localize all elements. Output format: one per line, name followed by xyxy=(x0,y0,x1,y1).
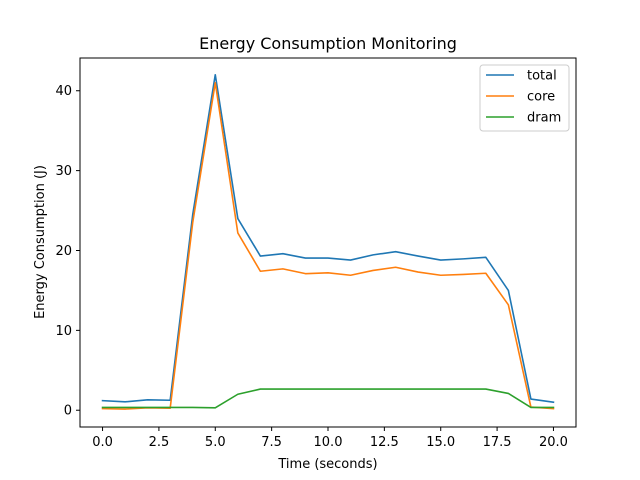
x-tick-label: 12.5 xyxy=(370,435,399,450)
y-axis-label: Energy Consumption (J) xyxy=(33,165,48,319)
legend-box xyxy=(479,64,570,132)
x-tick-label: 0.0 xyxy=(92,435,113,450)
x-tick-label: 20.0 xyxy=(539,435,568,450)
x-tick-label: 7.5 xyxy=(261,435,282,450)
legend-label-total: total xyxy=(527,69,557,84)
y-axis-ticks: 0 10 20 30 40 xyxy=(55,84,80,419)
plot-lines xyxy=(101,73,555,410)
legend-label-dram: dram xyxy=(527,111,561,126)
y-tick-label: 10 xyxy=(55,324,72,339)
chart-title: Energy Consumption Monitoring xyxy=(199,34,457,53)
series-line-core xyxy=(101,81,555,410)
legend-label-core: core xyxy=(527,90,555,105)
x-axis-ticks: 0.0 2.5 5.0 7.5 10.0 12.5 15.0 17.5 20.0 xyxy=(92,427,568,450)
x-tick-label: 17.5 xyxy=(483,435,512,450)
x-tick-label: 5.0 xyxy=(205,435,226,450)
y-tick-label: 30 xyxy=(55,164,72,179)
x-tick-label: 15.0 xyxy=(426,435,455,450)
x-tick-label: 10.0 xyxy=(314,435,343,450)
series-line-total xyxy=(101,73,555,404)
y-tick-label: 40 xyxy=(55,84,72,99)
y-tick-label: 0 xyxy=(64,404,72,419)
x-tick-label: 2.5 xyxy=(149,435,170,450)
series-line-dram xyxy=(101,388,555,409)
legend: total core dram xyxy=(479,64,570,132)
y-tick-label: 20 xyxy=(55,244,72,259)
x-axis-label: Time (seconds) xyxy=(277,457,377,472)
